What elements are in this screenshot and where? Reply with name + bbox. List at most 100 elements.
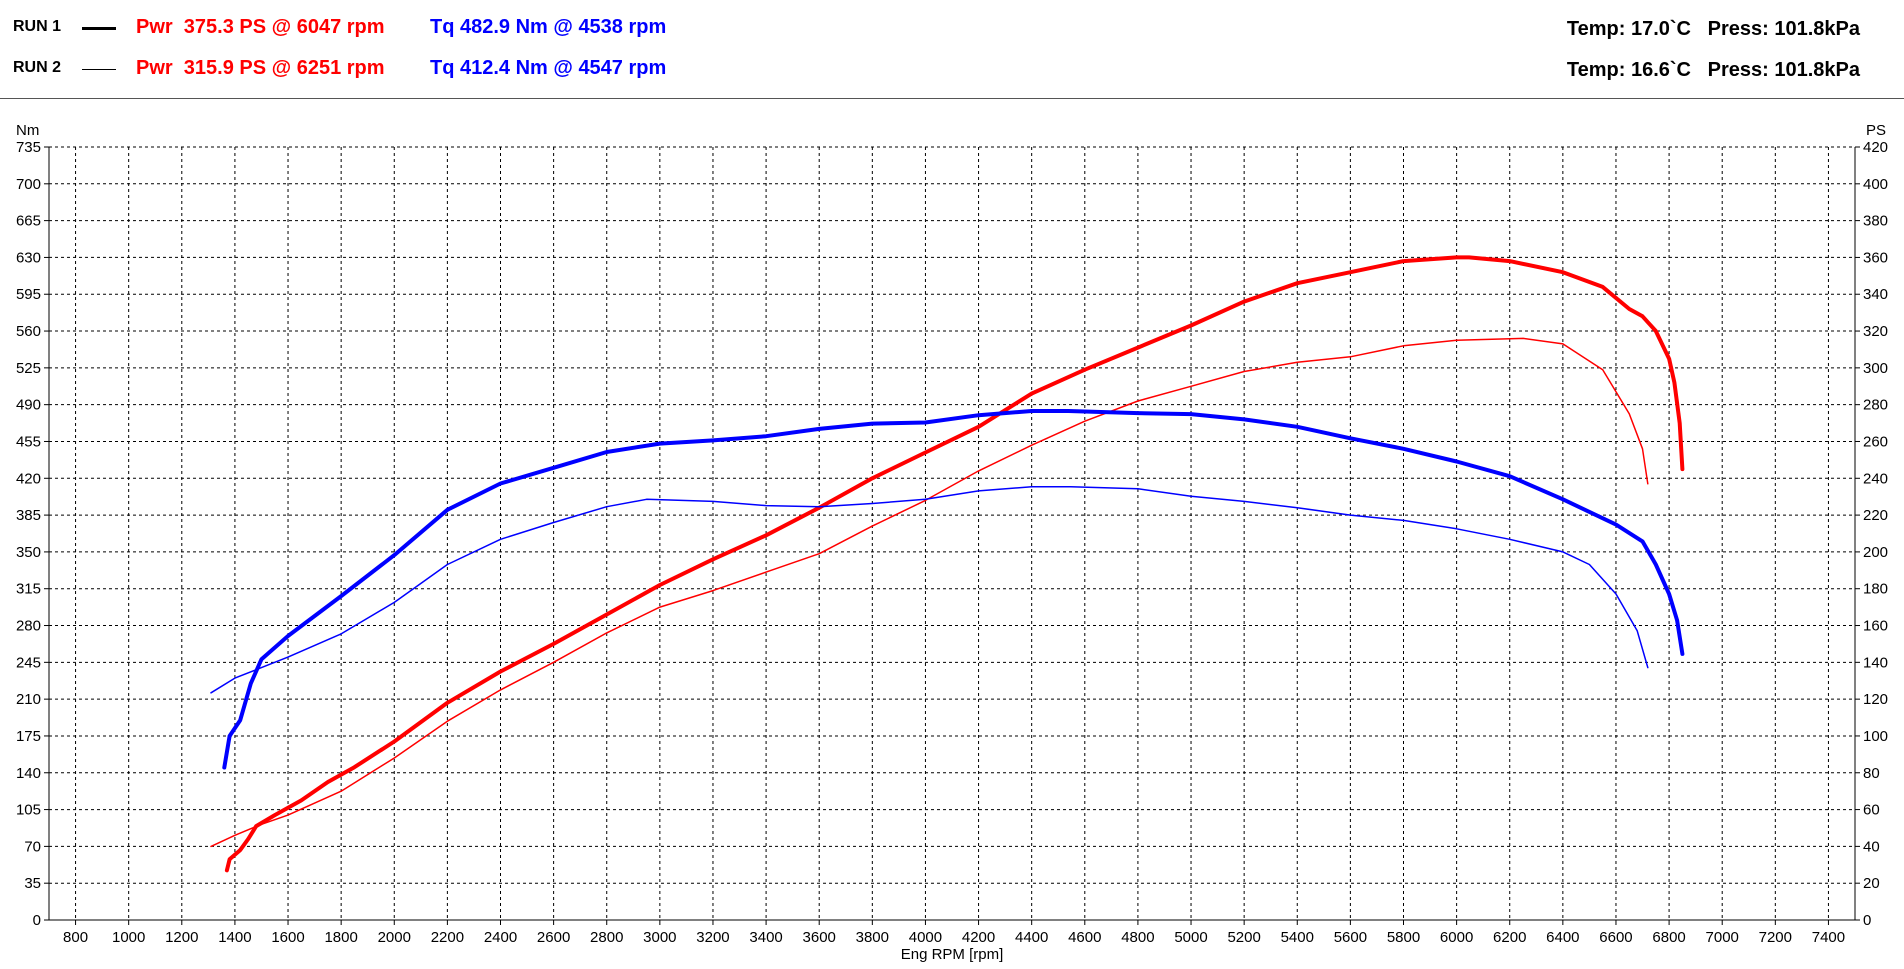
- y-right-tick-label: 160: [1863, 618, 1888, 635]
- run2-label: RUN 2: [13, 59, 62, 76]
- series-line-torque-thin: [210, 485, 1649, 694]
- run2-torque-summary: Tq 412.4 Nm @ 4547 rpm: [430, 57, 667, 79]
- y-left-tick-label: 630: [16, 249, 41, 266]
- series-line-torque-thick: [222, 409, 1685, 770]
- x-tick-label: 1400: [218, 929, 251, 946]
- y-left-tick-label: 455: [16, 433, 41, 450]
- y-right-tick-label: 80: [1863, 765, 1880, 782]
- y-left-tick-label: 525: [16, 360, 41, 377]
- run1-press: Press: 101.8kPa: [1707, 18, 1860, 40]
- run1-conditions: Temp: 17.0`C Press: 101.8kPa: [1567, 18, 1860, 41]
- y-left-tick-label: 420: [16, 470, 41, 487]
- x-tick-label: 5400: [1281, 929, 1314, 946]
- x-tick-label: 5800: [1387, 929, 1420, 946]
- run2-conditions: Temp: 16.6`C Press: 101.8kPa: [1567, 59, 1860, 82]
- y-left-tick-label: 175: [16, 728, 41, 745]
- x-tick-label: 3000: [643, 929, 676, 946]
- y-left-tick-label: 210: [16, 691, 41, 708]
- chart-axes: 0 35 70 105 140 175 210 245 280 315 350 385 420 455 49…: [16, 139, 1888, 946]
- x-tick-label: 1000: [112, 929, 145, 946]
- y-right-tick-label: 340: [1863, 286, 1888, 303]
- chart-grid: [49, 146, 1855, 920]
- y-right-tick-label: 240: [1863, 470, 1888, 487]
- x-tick-label: 4200: [962, 929, 995, 946]
- x-tick-label: 6200: [1493, 929, 1526, 946]
- y-left-tick-label: 280: [16, 618, 41, 635]
- run1-power-summary: Pwr 375.3 PS @ 6047 rpm: [136, 16, 385, 38]
- x-tick-label: 1200: [165, 929, 198, 946]
- series-line-power-thick: [224, 255, 1685, 873]
- y-right-tick-label: 60: [1863, 802, 1880, 819]
- x-axis-label: Eng RPM [rpm]: [901, 946, 1004, 963]
- run1-line-swatch: [82, 27, 116, 30]
- chart-series: [210, 255, 1685, 873]
- x-tick-label: 3800: [856, 929, 889, 946]
- y-right-tick-label: 280: [1863, 397, 1888, 414]
- y-right-tick-label: 300: [1863, 360, 1888, 377]
- y-right-tick-label: 20: [1863, 875, 1880, 892]
- x-tick-label: 7000: [1706, 929, 1739, 946]
- x-tick-label: 5000: [1174, 929, 1207, 946]
- y-left-tick-label: 350: [16, 544, 41, 561]
- run1-torque-summary: Tq 482.9 Nm @ 4538 rpm: [430, 16, 667, 38]
- x-tick-label: 2800: [590, 929, 623, 946]
- x-tick-label: 6400: [1546, 929, 1579, 946]
- x-tick-label: 4800: [1121, 929, 1154, 946]
- y-right-tick-label: 100: [1863, 728, 1888, 745]
- y-right-tick-label: 260: [1863, 433, 1888, 450]
- x-tick-label: 4400: [1015, 929, 1048, 946]
- series-line-power-thin: [210, 337, 1649, 848]
- y-right-tick-label: 200: [1863, 544, 1888, 561]
- y-right-tick-label: 0: [1863, 912, 1871, 929]
- x-tick-label: 1600: [271, 929, 304, 946]
- y-left-tick-label: 105: [16, 802, 41, 819]
- x-tick-label: 7200: [1759, 929, 1792, 946]
- run2-press: Press: 101.8kPa: [1707, 59, 1860, 81]
- y-right-tick-label: 120: [1863, 691, 1888, 708]
- y-left-tick-label: 700: [16, 176, 41, 193]
- y-left-tick-label: 665: [16, 213, 41, 230]
- y-left-unit: Nm: [16, 122, 39, 139]
- x-tick-label: 1800: [324, 929, 357, 946]
- x-tick-label: 7400: [1812, 929, 1845, 946]
- x-tick-label: 5200: [1227, 929, 1260, 946]
- y-right-tick-label: 420: [1863, 139, 1888, 156]
- header-panel: RUN 1 Pwr 375.3 PS @ 6047 rpm Tq 482.9 N…: [0, 0, 1904, 99]
- x-tick-label: 3400: [749, 929, 782, 946]
- run2-line-swatch: [82, 69, 116, 70]
- x-tick-label: 800: [63, 929, 88, 946]
- x-tick-label: 2600: [537, 929, 570, 946]
- y-left-tick-label: 35: [24, 875, 41, 892]
- x-tick-label: 3600: [803, 929, 836, 946]
- y-left-tick-label: 385: [16, 507, 41, 524]
- run2-power-summary: Pwr 315.9 PS @ 6251 rpm: [136, 57, 385, 79]
- y-left-tick-label: 315: [16, 581, 41, 598]
- x-tick-label: 2400: [484, 929, 517, 946]
- y-left-tick-label: 595: [16, 286, 41, 303]
- y-left-tick-label: 0: [33, 912, 41, 929]
- x-tick-label: 2000: [378, 929, 411, 946]
- y-right-unit: PS: [1866, 122, 1886, 139]
- y-left-tick-label: 490: [16, 397, 41, 414]
- x-tick-label: 6600: [1599, 929, 1632, 946]
- run1-label: RUN 1: [13, 18, 62, 35]
- y-left-tick-label: 560: [16, 323, 41, 340]
- y-left-tick-label: 70: [24, 838, 41, 855]
- x-tick-label: 4600: [1068, 929, 1101, 946]
- y-left-tick-label: 245: [16, 654, 41, 671]
- y-right-tick-label: 320: [1863, 323, 1888, 340]
- y-right-tick-label: 220: [1863, 507, 1888, 524]
- run2-temp: Temp: 16.6`C: [1566, 59, 1691, 81]
- y-right-tick-label: 140: [1863, 654, 1888, 671]
- run1-temp: Temp: 17.0`C: [1566, 18, 1691, 40]
- x-tick-label: 3200: [696, 929, 729, 946]
- x-tick-label: 5600: [1334, 929, 1367, 946]
- y-right-tick-label: 360: [1863, 249, 1888, 266]
- y-left-tick-label: 735: [16, 139, 41, 156]
- x-tick-label: 2200: [431, 929, 464, 946]
- x-tick-label: 6800: [1652, 929, 1685, 946]
- x-tick-label: 6000: [1440, 929, 1473, 946]
- y-right-tick-label: 40: [1863, 838, 1880, 855]
- y-right-tick-label: 380: [1863, 213, 1888, 230]
